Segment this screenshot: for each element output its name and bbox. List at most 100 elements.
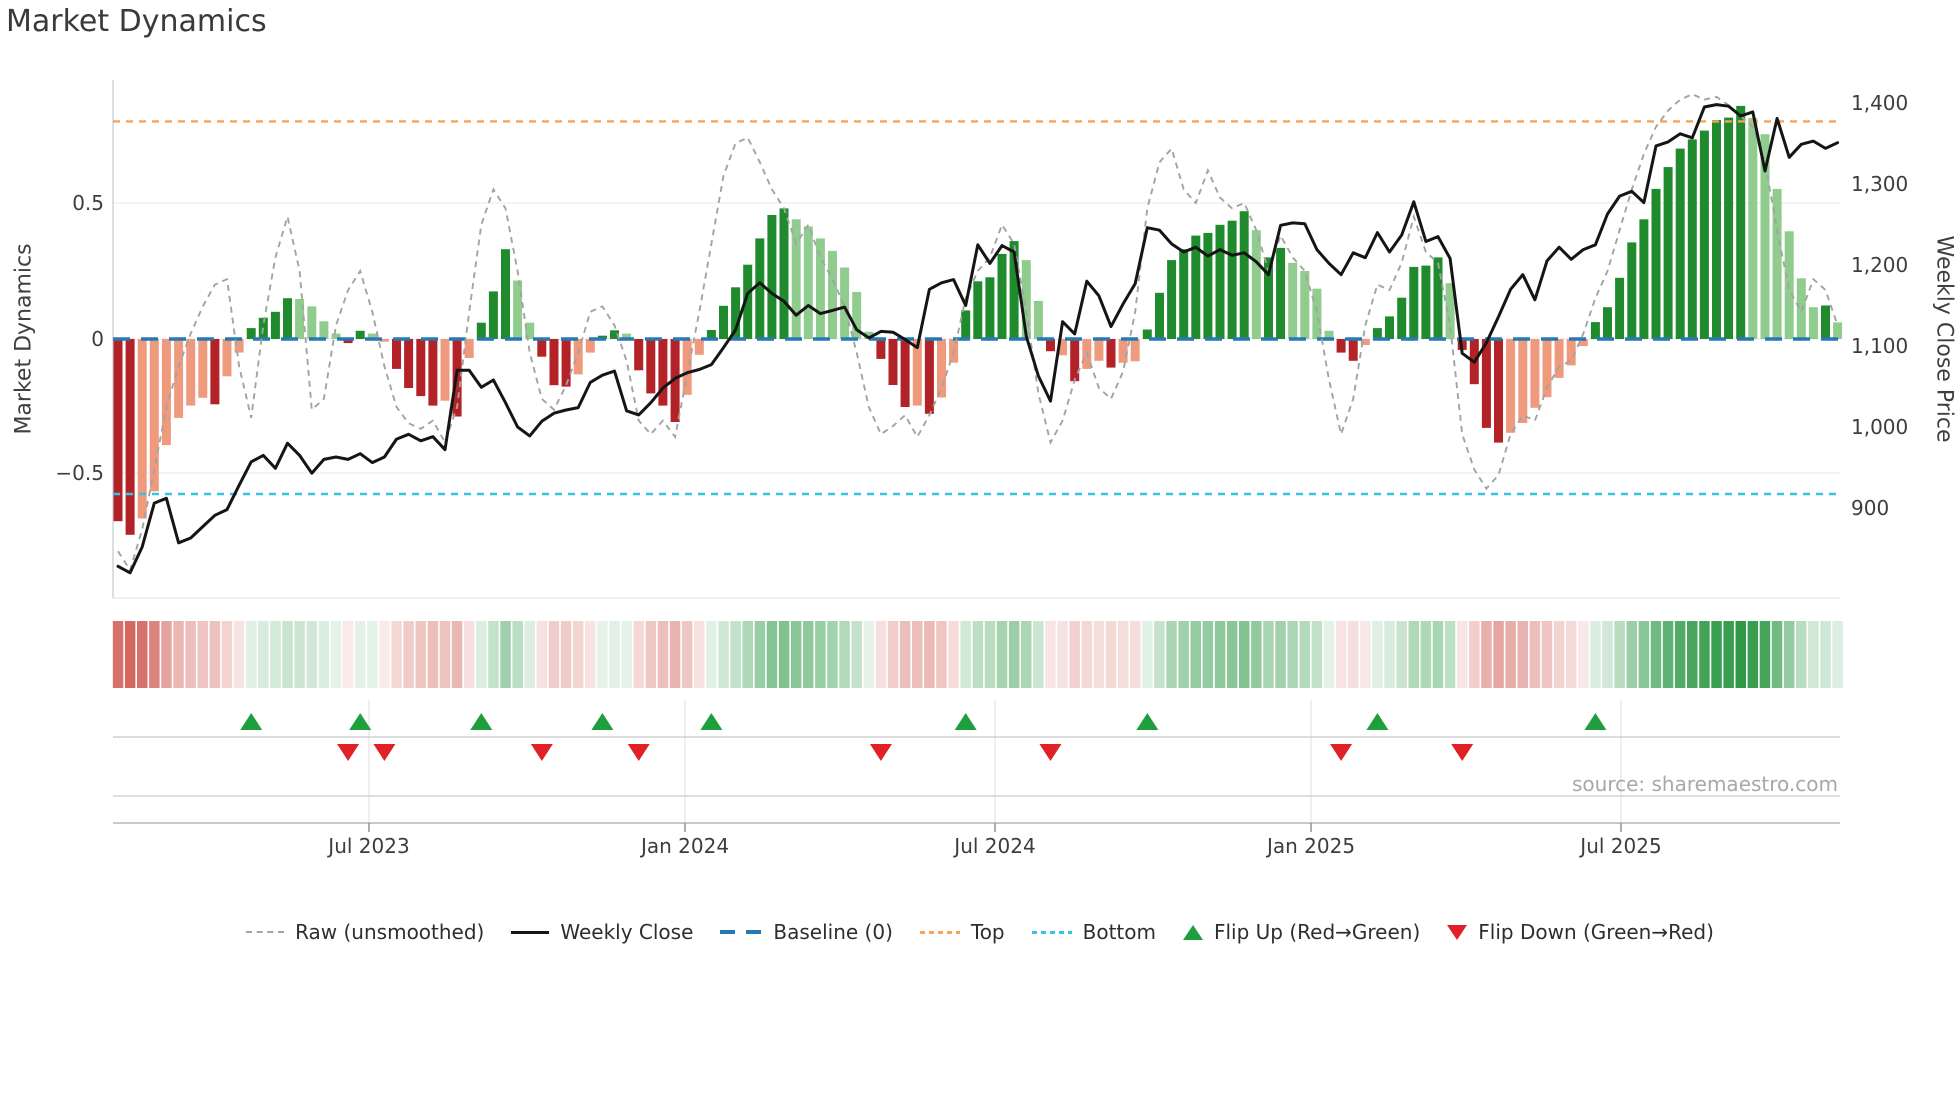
oscillator-bar <box>1155 292 1164 339</box>
heat-cell <box>1444 621 1456 688</box>
flip-down-marker <box>530 744 553 761</box>
oscillator-bar <box>343 339 353 344</box>
legend-item-flip-up: Flip Up (Red→Green) <box>1182 920 1420 944</box>
heat-cell <box>439 621 451 688</box>
heat-cell <box>1820 621 1831 688</box>
oscillator-bar <box>1118 339 1128 363</box>
heat-cell <box>754 621 766 688</box>
left-axis-tick: 0 <box>91 327 104 351</box>
oscillator-bar <box>392 339 401 369</box>
oscillator-bar <box>1385 316 1394 339</box>
oscillator-bar <box>803 226 813 339</box>
oscillator-bar <box>1058 339 1068 356</box>
heat-cell <box>403 621 414 688</box>
heat-cell <box>1348 621 1359 688</box>
heat-cell <box>730 621 741 688</box>
flip-down-marker <box>1330 744 1353 761</box>
oscillator-bar <box>682 339 692 395</box>
oscillator-bar <box>440 339 450 401</box>
oscillator-bar <box>331 333 341 339</box>
x-axis-tick: Jan 2024 <box>640 834 730 858</box>
oscillator-bar <box>694 339 704 355</box>
heat-cell <box>270 621 281 688</box>
heat-cell <box>1214 621 1226 688</box>
heat-cell <box>1311 621 1323 688</box>
oscillator-bar <box>670 339 680 422</box>
oscillator-bar <box>585 339 595 353</box>
heat-cell <box>681 621 693 688</box>
heat-cell <box>803 621 814 688</box>
oscillator-bar <box>1675 148 1685 339</box>
heat-cell <box>1735 621 1746 688</box>
oscillator-bar <box>755 238 765 339</box>
oscillator-bar <box>1445 283 1455 339</box>
weekly-close-line <box>116 103 1840 575</box>
oscillator-bar <box>658 339 668 406</box>
oscillator-bar <box>125 339 135 535</box>
heat-cell <box>282 621 293 688</box>
heat-cell <box>1493 621 1504 688</box>
oscillator-bar <box>537 339 547 357</box>
heat-cell <box>815 621 826 688</box>
oscillator-bar <box>973 281 983 339</box>
oscillator-bar <box>1227 220 1237 339</box>
heat-cell <box>1796 621 1807 688</box>
right-axis-tick: 1,400 <box>1851 91 1909 115</box>
heat-cell <box>1590 621 1601 688</box>
flip-up-marker <box>1136 713 1159 730</box>
source-credit: source: sharemaestro.com <box>1572 772 1838 796</box>
oscillator-bar <box>174 339 184 418</box>
heat-cell <box>112 621 124 688</box>
oscillator-bar <box>791 219 801 339</box>
heat-cell <box>161 621 172 688</box>
heat-cell <box>1323 621 1335 688</box>
heat-cell <box>1457 621 1468 688</box>
oscillator-bar <box>1191 235 1201 339</box>
heat-cell <box>149 621 160 688</box>
heat-cell <box>1759 621 1771 688</box>
heat-cell <box>1674 621 1686 688</box>
heat-cell <box>851 621 862 688</box>
heat-cell <box>1384 621 1395 688</box>
oscillator-bar <box>222 339 232 377</box>
oscillator-bar <box>1603 307 1612 339</box>
heat-cell <box>1420 621 1432 688</box>
heat-cell <box>585 621 596 688</box>
oscillator-bar <box>1663 167 1673 339</box>
x-axis-tick: Jul 2025 <box>1580 834 1662 858</box>
flip-up-marker <box>591 713 614 730</box>
heat-cell <box>597 621 608 688</box>
oscillator-bar <box>876 339 886 359</box>
heat-cell <box>1335 621 1347 688</box>
heat-cell <box>233 621 245 688</box>
heat-cell <box>124 621 136 688</box>
oscillator-bar <box>1736 105 1746 340</box>
right-axis-tick: 900 <box>1851 496 1890 520</box>
triangle-down-icon <box>1447 924 1468 940</box>
oscillator-bar <box>295 299 305 339</box>
dotted-line-icon <box>919 930 960 934</box>
oscillator-bar <box>888 339 898 385</box>
heat-cell <box>1408 621 1419 688</box>
heat-cell <box>1602 621 1613 688</box>
oscillator-bar <box>1433 257 1443 339</box>
heat-cell <box>657 621 669 688</box>
heat-cell <box>1251 621 1262 688</box>
flip-up-marker <box>240 713 263 730</box>
oscillator-bar <box>1481 339 1491 428</box>
heat-cell <box>827 621 838 688</box>
oscillator-bar <box>488 291 498 339</box>
oscillator-bar <box>149 339 159 492</box>
heat-cell <box>633 621 644 688</box>
heat-cell <box>984 621 996 688</box>
heat-cell <box>1711 621 1722 688</box>
heat-cell <box>294 621 305 688</box>
oscillator-bar <box>1615 277 1625 339</box>
oscillator-bar <box>1542 339 1552 398</box>
oscillator-bar <box>1179 249 1189 339</box>
oscillator-bar <box>1094 339 1104 361</box>
right-axis-tick: 1,200 <box>1851 253 1909 277</box>
oscillator-bar <box>1239 211 1249 339</box>
